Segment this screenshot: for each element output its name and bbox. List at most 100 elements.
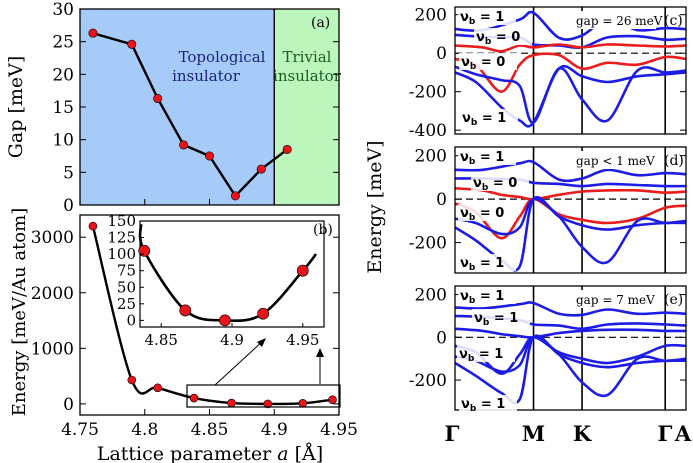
inset-point-3 [257,307,270,320]
inset-point-2 [219,314,231,327]
panel-d: -200 0 200 gap < 1 meV (d) νb = 1 νb = 0 νb = 0… [409,146,687,274]
panel-a: Topological insulator Trivial insulator … [5,0,342,216]
lattice-axis-label: Lattice parameter a [Å] [97,443,323,463]
k-point-3: Γ [658,421,673,446]
annotation-bg [572,151,656,169]
band-ytick-label: 0 [436,190,447,210]
annotation-bg [572,11,656,29]
panel-a-frame [79,8,340,206]
gap-annotation: gap = 26 meV [576,14,663,28]
band-ytick-label: 200 [415,286,447,306]
band-frame [454,285,687,411]
energy-markers [88,221,337,409]
band-ytick-label: 200 [415,6,447,26]
band-label-bg [472,309,530,326]
k-point-1: M [522,421,545,446]
gap-point-6 [256,164,266,174]
band-ytick-label: -200 [409,83,447,103]
band-2-5 [454,64,687,128]
trivial-label-line2: insulator [273,67,342,85]
band-index-label: νb = 0 [460,206,504,223]
band-4-0 [454,301,687,317]
energy-line [91,225,333,406]
trivial-label-line1: Trivial [283,48,332,66]
inset-ytick-label: 150 [107,212,136,230]
panel-a-label: (a) [311,15,330,31]
energy-xtick-label: 4.75 [61,420,99,440]
gap-ytick-label: 25 [52,33,74,53]
trivial-region [274,9,339,205]
band-ytick-label: -400 [409,121,447,141]
energy-ytick-label: 3000 [31,228,74,248]
band-ytick-label: 0 [436,328,447,348]
band-ytick-label: -200 [409,234,447,254]
panel-b-label: (b) [313,222,333,238]
gap-point-3 [179,140,189,150]
energy-ytick-label: 0 [63,395,74,415]
inset-x-ticks: 4.85 4.9 4.95 [145,323,319,349]
gap-y-ticks: 0 5 10 15 20 25 30 [52,0,339,216]
energy-axis-label: Energy [meV/Au atom] [9,208,30,416]
energy-x-ticks: 4.75 4.8 4.85 4.9 4.95 [61,409,358,440]
inset-background [139,220,325,328]
energy-point-5 [263,399,273,409]
band-energy-axis-label: Energy [meV] [364,140,386,273]
energy-point-1 [127,375,137,385]
energy-ytick-label: 1000 [31,339,74,359]
band-2-0 [454,10,687,41]
zoom-arrowhead-left [257,338,266,347]
energy-point-0 [88,221,98,231]
panel-e: -200 0 200 gap = 7 meV (e) νb = 1 νb = 1 νb = 1… [409,285,687,414]
energy-point-4 [227,398,236,408]
band-index-label: νb = 0 [473,176,517,193]
inset-markers [138,244,309,327]
band-index-label: νb = 1 [460,150,504,167]
band-ytick-label: 0 [436,44,447,64]
inset-point-4 [296,264,309,277]
band-3-2 [454,187,687,201]
inset-ytick-label: 75 [117,262,136,280]
band-3-0 [454,159,687,183]
zoom-arrowhead-right [316,348,324,357]
inset-ytick-label: 100 [107,245,136,263]
band-index-label: νb = 1 [460,10,504,27]
inset-xtick-label: 4.9 [220,331,244,349]
gap-point-2 [153,94,163,104]
band-4-2 [454,327,687,339]
panel-b: 0 1000 2000 3000 4.75 4.8 4.85 4.9 4.95 0255075… [9,208,358,463]
inset-xtick-label: 4.95 [286,331,319,349]
panel-c: -400 -200 0 200 gap = 26 meV (c) νb = 1 νb = 0 ν… [409,6,687,141]
energy-xtick-label: 4.85 [191,420,229,440]
band-index-label: νb = 1 [474,311,518,328]
band-label-bg [458,8,516,25]
inset-xtick-label: 4.85 [145,331,178,349]
band-label-bg [458,254,516,271]
topological-label-line1: Topological [179,48,266,66]
band-2-3 [454,52,687,94]
gap-point-1 [127,39,137,49]
band-index-label: νb = 0 [476,30,520,47]
band-frame [454,146,687,274]
k-point-4: A [674,421,692,446]
energy-point-7 [328,395,337,405]
band-index-label: νb = 1 [460,289,504,306]
gap-ytick-label: 10 [52,131,74,151]
gap-axis-label: Gap [meV] [5,56,27,159]
energy-ytick-label: 2000 [31,284,74,304]
band-ytick-label: -200 [409,371,447,391]
band-label-bg [471,174,529,191]
band-frame [454,6,687,135]
band-index-label: νb = 1 [459,347,503,364]
panel-b-frame [79,214,340,416]
gap-line [92,32,288,198]
inset-ytick-label: 125 [107,229,136,247]
topological-label-line2: insulator [172,67,241,85]
energy-point-2 [153,383,162,393]
panel-label: (d) [664,153,684,169]
energy-xtick-label: 4.8 [131,420,158,440]
inset-ytick-label: 50 [117,278,136,296]
zoom-arrow-left [214,339,265,386]
